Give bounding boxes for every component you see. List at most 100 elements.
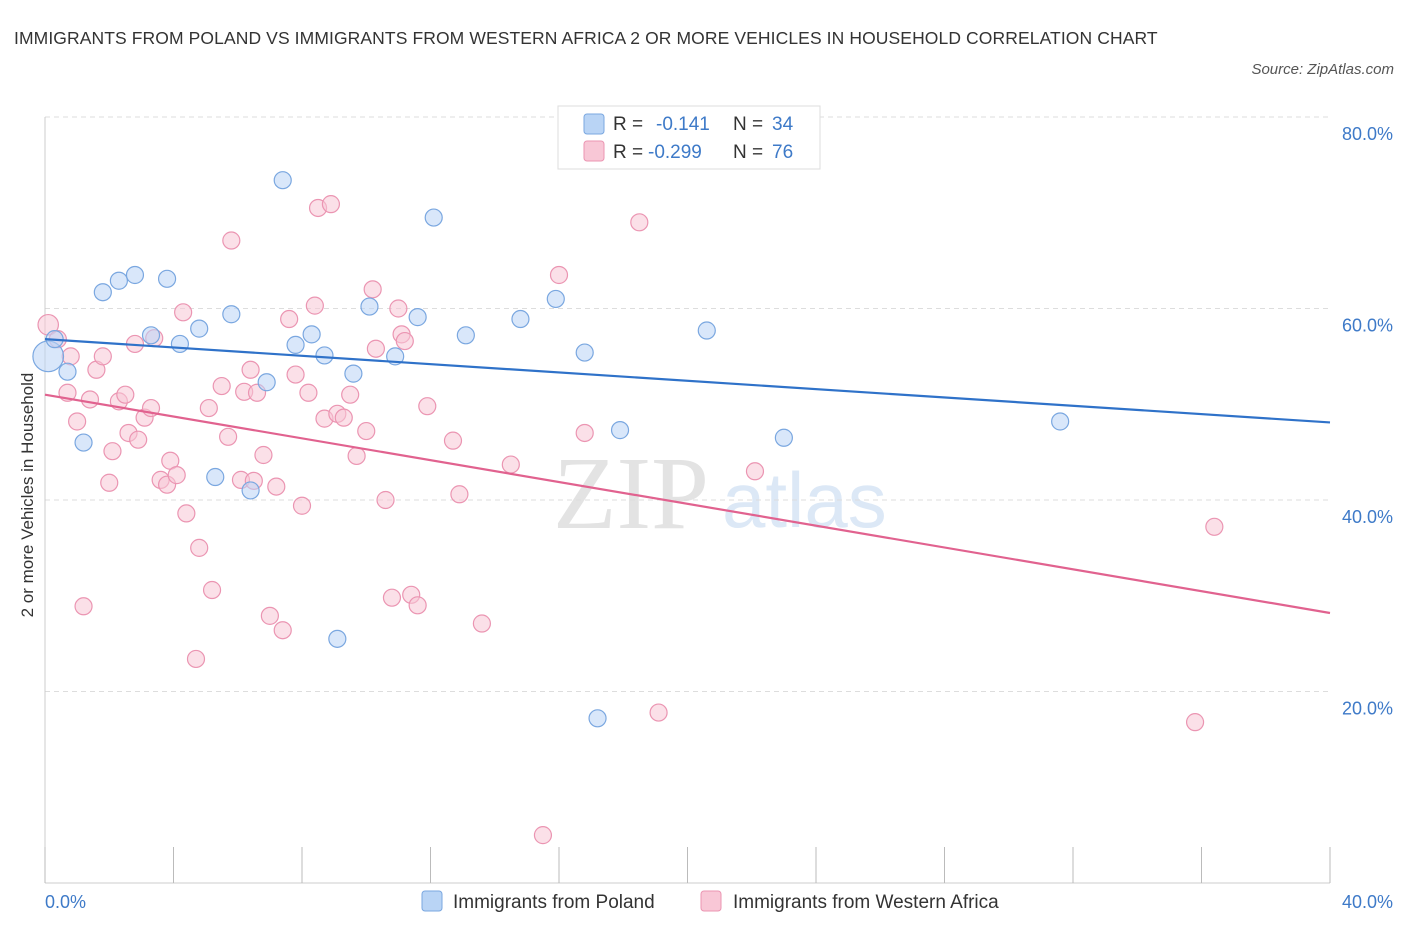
poland-point-1 (58, 362, 77, 381)
poland-point-20 (360, 297, 379, 316)
wa-point-63 (450, 485, 469, 504)
wa-point-49 (334, 408, 353, 427)
series-poland (32, 171, 1070, 728)
wa-point-25 (186, 649, 206, 669)
wa-point-64 (472, 614, 491, 633)
poland-point-19 (344, 364, 363, 383)
gridlines (45, 116, 1330, 692)
wa-point-60 (408, 596, 427, 615)
legend-n-label-wa: N = (733, 142, 763, 163)
wa-point-62 (443, 431, 463, 450)
poland-point-7 (157, 269, 177, 288)
wa-point-43 (299, 383, 318, 402)
wa-point-30 (219, 427, 238, 446)
x-tick-label-1: 40.0% (1342, 892, 1393, 912)
wa-point-40 (280, 309, 299, 329)
poland-point-9 (190, 319, 209, 338)
x-tick-labels: 0.0% 40.0% (45, 892, 1393, 912)
wa-point-53 (363, 280, 382, 299)
y-tick-label-1: 40.0% (1342, 507, 1393, 527)
wa-point-44 (305, 296, 324, 315)
poland-point-32 (1051, 412, 1070, 431)
poland-point-8 (170, 334, 190, 354)
wa-point-6 (80, 390, 100, 409)
wa-point-56 (389, 299, 408, 318)
wa-point-58 (395, 331, 414, 351)
wa-point-8 (93, 347, 112, 366)
wa-point-68 (575, 423, 594, 443)
poland-point-4 (109, 271, 128, 290)
wa-point-54 (376, 490, 395, 510)
wa-point-47 (321, 195, 341, 214)
wa-point-27 (199, 398, 218, 418)
poland-point-16 (302, 325, 321, 344)
poland-point-28 (588, 709, 607, 728)
poland-point-13 (257, 373, 276, 392)
wa-point-9 (100, 473, 119, 492)
poland-point-2 (74, 433, 93, 452)
wa-point-10 (103, 442, 122, 461)
wa-point-23 (174, 303, 193, 322)
wa-point-31 (222, 231, 241, 250)
wa-point-12 (116, 385, 135, 404)
wa-point-70 (649, 703, 668, 722)
legend-n-label-poland: N = (733, 114, 763, 135)
legend-swatch-wa (583, 140, 605, 162)
y-tick-labels: 20.0% 40.0% 60.0% 80.0% (1342, 124, 1393, 719)
bottom-legend-swatch-poland (421, 890, 443, 912)
trend-line-poland (44, 338, 1331, 424)
poland-point-17 (315, 346, 334, 365)
bottom-legend-swatch-wa (700, 890, 722, 912)
y-axis-title: 2 or more Vehicles in Household (18, 373, 37, 618)
wa-point-65 (501, 455, 520, 474)
poland-point-31 (774, 428, 793, 447)
wa-point-41 (286, 365, 305, 384)
poland-point-27 (575, 343, 594, 362)
wa-point-34 (241, 360, 260, 379)
wa-point-24 (177, 504, 196, 523)
y-tick-label-2: 60.0% (1342, 316, 1393, 336)
legend-n-value-poland: 34 (772, 114, 794, 135)
wa-point-52 (357, 421, 376, 441)
wa-point-72 (1185, 713, 1205, 732)
trend-lines (44, 338, 1331, 615)
series-legend: Immigrants from Poland Immigrants from W… (421, 890, 999, 913)
wa-point-75 (366, 339, 385, 358)
legend-r-value-poland: -0.141 (656, 114, 710, 135)
poland-point-25 (511, 309, 530, 329)
wa-point-39 (273, 621, 292, 640)
poland-point-18 (328, 629, 347, 648)
poland-point-29 (610, 421, 630, 440)
correlation-legend: R = -0.141 N = 34 R = -0.299 N = 76 (557, 105, 821, 170)
series-western-africa (37, 195, 1224, 845)
poland-point-14 (273, 171, 292, 190)
wa-point-28 (202, 580, 222, 600)
y-tick-label-0: 20.0% (1342, 699, 1393, 719)
wa-point-51 (347, 446, 366, 466)
legend-swatch-poland (583, 113, 605, 135)
trend-line-western-africa (44, 393, 1331, 615)
axes (44, 117, 1331, 884)
bottom-legend-label-poland: Immigrants from Poland (453, 892, 655, 913)
poland-point-5 (125, 265, 145, 285)
wa-point-71 (745, 462, 765, 481)
poland-point-30 (697, 321, 716, 340)
poland-point-24 (456, 326, 475, 345)
poland-point-15 (286, 335, 305, 354)
x-tick-label-0: 0.0% (45, 892, 86, 912)
wa-point-36 (254, 445, 273, 465)
poland-point-10 (206, 467, 225, 487)
wa-point-4 (68, 412, 87, 431)
legend-n-value-wa: 76 (772, 142, 793, 163)
wa-point-22 (167, 466, 186, 485)
watermark: ZIP atlas (553, 436, 887, 551)
legend-r-value-wa: -0.299 (648, 142, 702, 163)
y-tick-label-3: 80.0% (1342, 124, 1393, 144)
wa-point-15 (129, 430, 148, 449)
wa-point-42 (292, 496, 312, 515)
bottom-legend-label-wa: Immigrants from Western Africa (733, 892, 999, 913)
wa-point-37 (260, 606, 279, 625)
wa-point-55 (382, 588, 402, 607)
wa-point-26 (190, 538, 209, 557)
